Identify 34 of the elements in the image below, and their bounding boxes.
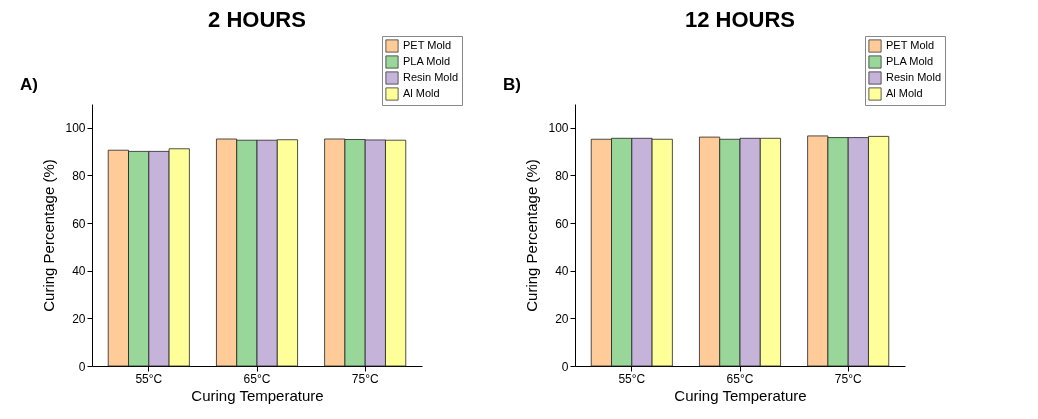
y-tick-label: 100 xyxy=(65,121,86,136)
y-tick-label: 40 xyxy=(72,264,86,279)
y-tick-label: 0 xyxy=(78,359,86,374)
y-tick-label: 40 xyxy=(555,264,569,279)
x-tick-label: 65°C xyxy=(726,371,754,386)
x-tick-label: 75°C xyxy=(834,371,862,386)
y-axis-title: Curing Percentage (%) xyxy=(40,159,58,312)
x-tick-label: 55°C xyxy=(135,371,163,386)
chart-title: 2 HOURS xyxy=(208,6,306,32)
y-tick-label: 20 xyxy=(555,311,569,326)
y-tick-label: 20 xyxy=(72,311,86,326)
legend-label: PLA Mold xyxy=(886,55,934,67)
x-axis-title: Curing Temperature xyxy=(674,386,807,404)
y-tick-label: 80 xyxy=(555,168,569,183)
legend-label: PET Mold xyxy=(403,39,452,51)
legend-label: PET Mold xyxy=(886,39,935,51)
legend-label: Resin Mold xyxy=(403,71,459,83)
text: A) xyxy=(20,75,38,94)
y-tick-label: 80 xyxy=(72,168,86,183)
x-tick-label: 75°C xyxy=(351,371,379,386)
y-tick-label: 0 xyxy=(561,359,569,374)
legend-label: Al Mold xyxy=(886,87,923,99)
legend-label: Resin Mold xyxy=(886,71,942,83)
chart-title: 12 HOURS xyxy=(684,6,796,32)
legend-label: Al Mold xyxy=(403,87,440,99)
x-tick-label: 55°C xyxy=(618,371,646,386)
y-tick-label: 100 xyxy=(548,121,569,136)
legend-label: PLA Mold xyxy=(403,55,451,67)
text: B) xyxy=(503,75,521,94)
x-tick-label: 65°C xyxy=(243,371,271,386)
y-tick-label: 60 xyxy=(72,216,86,231)
y-tick-label: 60 xyxy=(555,216,569,231)
y-axis-title: Curing Percentage (%) xyxy=(523,159,541,312)
x-axis-title: Curing Temperature xyxy=(191,386,324,404)
